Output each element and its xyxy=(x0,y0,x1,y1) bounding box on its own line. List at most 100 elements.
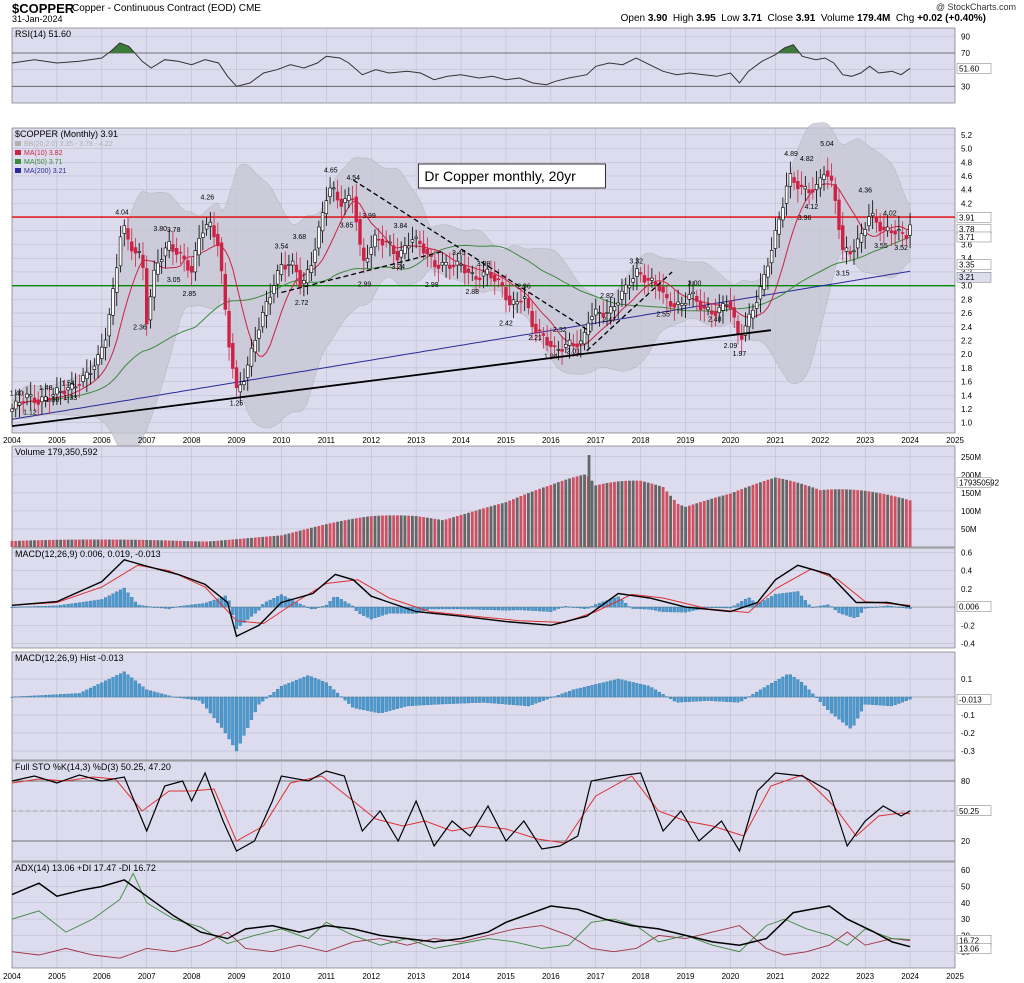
candle-body xyxy=(182,255,186,260)
volume-bar xyxy=(639,480,643,547)
price-label: 3.80 xyxy=(153,226,167,233)
macd-hist-bar xyxy=(433,606,437,610)
hist-bar xyxy=(291,681,295,698)
volume-bar xyxy=(407,515,411,547)
volume-bar xyxy=(425,517,429,547)
hist-bar xyxy=(249,696,254,720)
macd-hist-bar xyxy=(796,591,800,608)
hist-bar xyxy=(530,696,534,705)
macd-hist-bar xyxy=(14,606,18,608)
volume-bar xyxy=(399,515,403,547)
macd-hist-bar xyxy=(859,606,863,613)
volume-bar xyxy=(354,518,358,547)
hist-bar xyxy=(751,694,755,698)
hist-bar xyxy=(661,694,665,698)
candle-body xyxy=(219,242,224,272)
hist-bar xyxy=(227,696,231,740)
hist-bar xyxy=(758,689,762,698)
hist-bar xyxy=(343,696,347,701)
volume-bar xyxy=(818,490,822,547)
volume-bar xyxy=(89,539,92,547)
candle-body xyxy=(687,294,692,300)
macd-hist-bar xyxy=(568,606,572,608)
chg-value: +0.02 (+0.40%) xyxy=(917,13,986,24)
candle-body xyxy=(668,301,673,307)
candle-body xyxy=(885,226,890,232)
macd-hist-bar xyxy=(392,606,396,614)
macd-hist-bar xyxy=(508,606,512,611)
rsi-tick-label: 30 xyxy=(961,82,970,91)
candle-body xyxy=(811,189,815,193)
price-tick-label: 2.6 xyxy=(961,309,973,318)
candle-body xyxy=(867,216,871,226)
macd-hist-bar xyxy=(89,600,93,608)
volume-bar xyxy=(104,539,107,547)
hist-bar xyxy=(665,696,669,698)
price-label: 3.29 xyxy=(477,261,491,268)
candle-body xyxy=(665,293,669,299)
volume-bar xyxy=(628,480,631,547)
hist-bar xyxy=(29,695,33,698)
volume-bar xyxy=(358,517,362,547)
hist-bar xyxy=(807,689,811,698)
volume-bar xyxy=(444,519,448,547)
volume-bar xyxy=(725,494,729,547)
macd-hist-bar xyxy=(493,606,497,611)
hist-bar xyxy=(410,696,414,706)
price-label: 2.98 xyxy=(425,282,439,289)
candle-body xyxy=(107,314,111,337)
macd-title: MACD(12,26,9) 0.006, 0.019, -0.013 xyxy=(15,549,161,559)
macd-hist-bar xyxy=(504,606,508,611)
price-tick-label: 3.4 xyxy=(961,254,973,263)
candle-body xyxy=(403,245,407,254)
volume-bar xyxy=(25,540,29,547)
macd-hist-bar xyxy=(92,600,96,608)
candle-body xyxy=(350,198,355,201)
macd-hist-bar xyxy=(833,606,837,611)
volume-bar xyxy=(384,515,388,547)
sto-tick-label: 80 xyxy=(961,777,970,786)
candle-body xyxy=(189,265,194,273)
volume-bar xyxy=(538,488,542,547)
hist-bar xyxy=(332,689,336,698)
candle-body xyxy=(493,274,497,282)
x-axis-label-top: 2025 xyxy=(946,436,964,445)
candle-body xyxy=(257,329,261,339)
x-axis-label-bottom: 2014 xyxy=(452,972,470,981)
candle-body xyxy=(399,250,403,258)
hist-tick-label: 0.1 xyxy=(961,675,973,684)
price-label: 1.54 xyxy=(61,381,75,388)
candle-body xyxy=(223,273,227,310)
macd-hist-bar xyxy=(246,606,250,620)
rsi-tick-label: 70 xyxy=(961,49,970,58)
macd-hist-bar xyxy=(882,606,886,608)
candle-body xyxy=(552,345,557,347)
macd-hist-bar xyxy=(459,606,463,610)
volume-bar xyxy=(710,498,714,547)
volume-bar xyxy=(470,511,474,547)
x-axis-label-top: 2023 xyxy=(856,436,874,445)
price-label: 3.78 xyxy=(167,227,181,234)
hist-bar xyxy=(901,696,905,703)
macd-hist-bar xyxy=(343,601,347,608)
hist-bar xyxy=(122,671,126,698)
macd-hist-bar xyxy=(844,606,849,616)
hist-bar xyxy=(481,696,486,703)
macd-hist-bar xyxy=(272,598,276,608)
hist-bar xyxy=(268,695,272,698)
volume-bar xyxy=(242,538,246,547)
candle-body xyxy=(698,300,703,311)
volume-bar xyxy=(587,455,591,547)
macd-hist-bar xyxy=(17,606,22,608)
hist-bar xyxy=(706,696,710,701)
volume-bar xyxy=(276,535,280,547)
macd-hist-bar xyxy=(534,606,538,611)
macd-hist-bar xyxy=(770,596,774,608)
hist-bar xyxy=(118,673,123,698)
price-label: 2.36 xyxy=(133,325,147,332)
volume-bar xyxy=(736,490,740,547)
macd-hist-bar xyxy=(205,602,209,608)
macd-hist-bar xyxy=(313,606,317,610)
candle-body xyxy=(736,320,740,336)
volume-bar xyxy=(665,491,669,547)
